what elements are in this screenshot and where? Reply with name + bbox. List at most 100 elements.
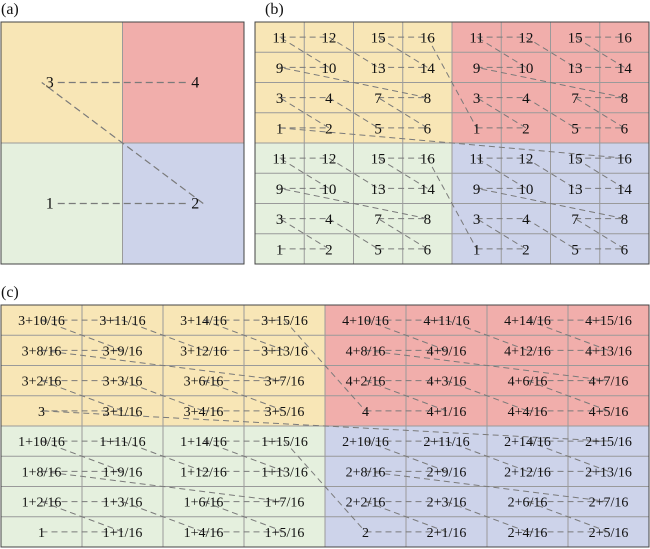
panel-b-cell-label: 8 [424,91,432,107]
panel-c-path-segment [446,501,528,533]
panel-b-cell-label: 12 [518,152,533,168]
panel-b-label: (b) [265,1,284,18]
panel-b-cell-label: 11 [272,152,286,168]
panel-c-cell-label: 4+6/16 [508,375,548,390]
panel-c-cell-label: 3+6/16 [184,375,224,390]
panel-c-cell-label: 2+11/16 [423,435,469,450]
panel-c-cell-label: 3 [38,405,45,420]
panel-b-cell-label: 2 [522,242,530,258]
panel-c-cell-label: 3+7/16 [265,375,305,390]
panel-c-cell-label: 1+7/16 [265,496,305,511]
panel-c-cell-label: 2+13/16 [585,465,632,480]
panel-c-path-segment [527,380,609,412]
panel-b-cell-label: 8 [621,91,629,107]
panel-b-cell-label: 9 [473,182,481,198]
panel-c-cell-label: 2+6/16 [508,496,548,511]
panel-b-cell-label: 13 [371,61,386,77]
panel-b-path-segment [279,127,625,159]
panel-b-cell-label: 16 [617,31,633,47]
panel-b-cell-label: 7 [374,91,382,107]
panel-c-cell-label: 2+7/16 [589,496,629,511]
panel-c-cell-label: 3+4/16 [184,405,224,420]
panel-c-cell-label: 1+6/16 [184,496,224,511]
panel-b-cell-label: 6 [424,242,432,258]
panel-b-cell-label: 3 [276,212,284,228]
panel-b-cell-label: 7 [571,91,579,107]
panel-c-cell-label: 1+4/16 [184,526,224,541]
panel-c-path-segment [41,380,123,412]
panel-c-path-segment [446,380,528,412]
panel-b-cell-label: 10 [518,61,533,77]
panel-c-cell-label: 4+14/16 [504,314,551,329]
panel-b-cell-label: 2 [522,121,530,137]
panel-c-path-segment [203,319,285,351]
panel-b-cell-label: 12 [518,31,533,47]
panel-c-cell-label: 1+14/16 [180,435,227,450]
panel-b-cell-label: 4 [325,91,333,107]
panel-c-cell-label: 1+8/16 [22,465,62,480]
panel-c-path-segment [203,440,285,472]
panel-c-cell-label: 4+12/16 [504,344,551,359]
panel-c-cell-label: 2+12/16 [504,465,551,480]
panel-a-quadrants: 3 4 1 2 [0,21,245,265]
panel-c-grid: 3+10/16 3+11/16 3+14/16 3+15/16 4+10/16 4+11/… [0,304,650,548]
panel-b-cell-label: 10 [518,182,533,198]
panel-b-cell-label: 2 [325,242,333,258]
panel-c-path-segment [446,319,528,351]
panel-c-path-segment [446,440,528,472]
panel-b-cell-label: 10 [321,61,336,77]
panel-c-cell-label: 3+11/16 [99,314,145,329]
panel-c-cell-label: 3+15/16 [261,314,308,329]
panel-c-cell-label: 2+1/16 [427,526,467,541]
panel-c-cell-label: 4+13/16 [585,344,632,359]
panel-b-cell-label: 13 [568,61,583,77]
panel-c-cell-label: 1+2/16 [22,496,62,511]
panel-c-path-segment [527,501,609,533]
panel-c-cell-label: 1+13/16 [261,465,308,480]
panel-b-cell-label: 16 [420,152,436,168]
panel-b-cell-label: 15 [371,31,386,47]
panel-c-cell-label: 2+14/16 [504,435,551,450]
panel-b-cell-label: 9 [473,61,481,77]
panel-b-cell-label: 13 [371,182,386,198]
panel-c-cell-label: 1+15/16 [261,435,308,450]
panel-c-path-segment [365,319,447,351]
panel-c-path-segment [41,501,123,533]
panel-c-label: (c) [1,284,19,301]
panel-b-cell-label: 15 [568,31,583,47]
panel-b-cell-label: 14 [420,61,436,77]
panel-a-cell-label: 2 [191,196,199,213]
panel-b-cell-label: 5 [374,121,382,137]
panel-b-cell-label: 4 [325,212,333,228]
panel-c-cell-label: 3+14/16 [180,314,227,329]
panel-c-cell-label: 1+10/16 [18,435,65,450]
panel-c-cell-label: 4+5/16 [589,405,629,420]
panel-b-cell-label: 16 [420,31,436,47]
panel-c-cell-label: 4+10/16 [342,314,389,329]
panel-b-cell-label: 9 [276,182,284,198]
panel-c-path-segment [41,470,285,503]
panel-b-cell-label: 6 [424,121,432,137]
panel-a-cell-label: 1 [46,196,54,213]
panel-c-cell-label: 2+4/16 [508,526,548,541]
panel-c-cell-label: 4 [362,405,369,420]
panel-c-cell-label: 1+9/16 [103,465,143,480]
panel-c-cell-label: 3+5/16 [265,405,305,420]
panel-a-cell-label: 4 [191,75,199,92]
panel-c-cell-label: 2 [362,526,369,541]
panel-c-path-segment [365,349,609,382]
panel-c-path-segment [41,349,285,382]
panel-c-cell-label: 3+8/16 [22,344,62,359]
panel-c-cell-label: 3+1/16 [103,405,143,420]
panel-c-cell-label: 1+5/16 [265,526,305,541]
panel-c-path-segment [203,501,285,533]
panel-b-grid: 11 12 15 16 11 12 15 169 10 13 14 9 10 13 143 4 7 8 3 4 7 81 2… [254,21,650,265]
panel-b-cell-label: 1 [276,242,284,258]
panel-c-path-segment [122,319,204,351]
panel-c-cell-label: 1+1/16 [103,526,143,541]
panel-c-cell-label: 3+9/16 [103,344,143,359]
panel-b-cell-label: 11 [469,152,483,168]
panel-b-cell-label: 3 [473,212,481,228]
panel-b-cell-label: 13 [568,182,583,198]
panel-c-cell-label: 2+2/16 [346,496,386,511]
